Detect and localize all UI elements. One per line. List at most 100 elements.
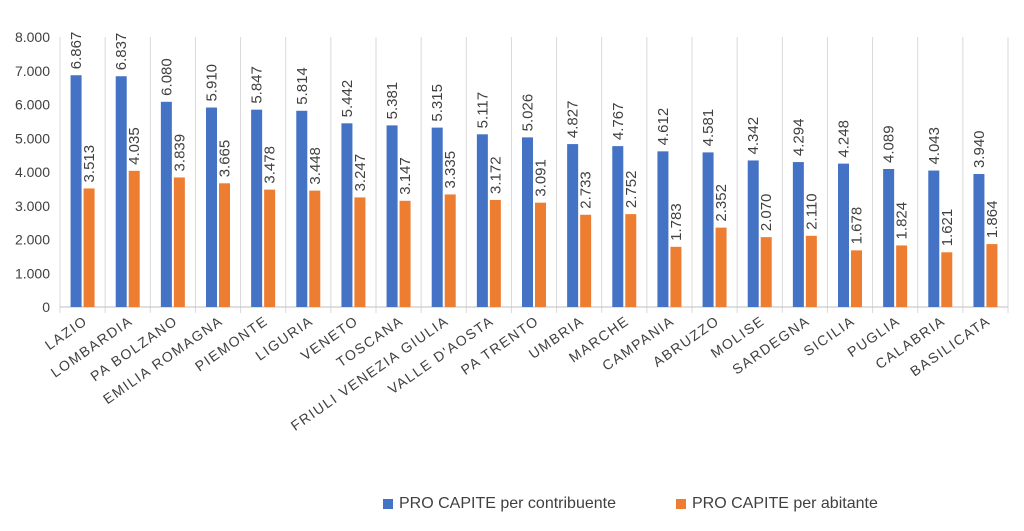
data-label-series-1: 4.612 <box>655 108 672 146</box>
data-label-series-1: 5.026 <box>520 94 537 132</box>
bar-series-1 <box>883 168 895 307</box>
y-tick-label: 7.000 <box>15 63 50 79</box>
data-label-series-1: 5.117 <box>474 92 491 128</box>
data-label-series-2: 1.678 <box>849 207 866 245</box>
bar-series-2 <box>625 214 637 307</box>
data-label-series-2: 3.172 <box>487 156 504 194</box>
data-label-series-1: 5.442 <box>339 80 356 118</box>
bar-series-1 <box>792 162 804 307</box>
y-tick-label: 4.000 <box>15 164 50 180</box>
bar-series-2 <box>941 252 953 307</box>
y-tick-label: 0 <box>42 299 50 315</box>
x-tick-label: PA TRENTO <box>458 312 542 377</box>
data-label-series-2: 1.864 <box>984 201 1001 239</box>
bar-series-2 <box>760 237 772 307</box>
legend-item-series-1: PRO CAPITE per contribuente <box>383 495 616 513</box>
bar-series-1 <box>657 151 669 307</box>
data-label-series-1: 5.315 <box>429 84 446 122</box>
data-label-series-1: 6.837 <box>113 33 130 71</box>
data-label-series-2: 2.070 <box>758 194 775 232</box>
data-label-series-1: 4.827 <box>565 101 582 139</box>
bar-series-1 <box>386 125 398 307</box>
legend-label-series-2: PRO CAPITE per abitante <box>691 495 878 512</box>
data-label-series-2: 1.783 <box>668 203 685 241</box>
data-label-series-2: 3.513 <box>81 145 98 183</box>
bar-series-1 <box>838 163 849 307</box>
legend-swatch-series-2 <box>675 499 686 509</box>
bar-series-2 <box>444 194 456 307</box>
legend-label-series-1: PRO CAPITE per contribuente <box>399 495 616 512</box>
data-label-series-1: 4.767 <box>610 103 627 141</box>
data-label-series-2: 4.035 <box>126 127 143 165</box>
bar-series-2 <box>83 188 95 307</box>
bar-series-1 <box>206 107 217 307</box>
bar-series-2 <box>851 250 862 307</box>
bar-series-2 <box>264 189 276 307</box>
x-tick-label: SARDEGNA <box>729 312 812 377</box>
data-label-series-2: 3.335 <box>442 151 459 189</box>
data-label-series-1: 3.940 <box>971 130 988 168</box>
bar-series-1 <box>296 110 308 307</box>
bar-series-2 <box>715 227 727 307</box>
data-label-series-2: 3.247 <box>352 154 369 192</box>
data-label-series-1: 5.847 <box>249 66 266 104</box>
data-label-series-1: 4.581 <box>700 109 717 147</box>
bar-series-1 <box>747 160 759 307</box>
legend-item-series-2: PRO CAPITE per abitante <box>675 495 878 513</box>
bar-series-2 <box>354 197 366 307</box>
bar-series-1 <box>115 76 127 307</box>
data-label-series-1: 6.867 <box>68 32 85 70</box>
data-label-series-1: 5.381 <box>384 82 401 120</box>
data-label-series-2: 2.733 <box>578 171 595 209</box>
bar-series-2 <box>173 177 185 307</box>
data-label-series-1: 4.248 <box>836 120 853 158</box>
chart-legend: PRO CAPITE per contribuente PRO CAPITE p… <box>383 495 878 513</box>
y-tick-label: 5.000 <box>15 130 50 146</box>
bar-series-1 <box>567 144 579 307</box>
data-label-series-1: 5.910 <box>204 64 221 102</box>
data-label-series-2: 3.448 <box>307 147 324 185</box>
data-label-series-1: 4.342 <box>745 117 762 155</box>
bar-series-1 <box>702 152 714 307</box>
data-label-series-2: 2.110 <box>803 193 820 229</box>
bar-series-1 <box>251 109 263 307</box>
data-label-series-2: 3.147 <box>397 157 414 195</box>
bar-series-2 <box>580 214 592 307</box>
bar-series-2 <box>399 200 411 307</box>
bar-series-1 <box>431 127 443 308</box>
bar-series-1 <box>70 75 82 308</box>
chart-canvas: 0 1.000 2.000 3.000 4.000 5.000 6.000 7.000 8.00… <box>15 29 1009 434</box>
data-label-series-2: 2.352 <box>713 184 730 222</box>
data-label-series-2: 3.665 <box>217 140 234 178</box>
x-tick-label: BASILICATA <box>907 312 993 379</box>
y-tick-label: 6.000 <box>15 97 50 113</box>
bar-series-1 <box>522 137 533 307</box>
bar-series-2 <box>535 202 546 307</box>
bar-series-2 <box>128 170 140 307</box>
data-label-series-1: 4.089 <box>881 125 898 163</box>
bar-series-2 <box>309 190 321 307</box>
bar-series-1 <box>341 123 353 308</box>
data-label-series-1: 5.814 <box>294 67 311 105</box>
y-tick-label: 1.000 <box>15 265 50 281</box>
data-label-series-2: 1.621 <box>939 209 956 247</box>
data-label-series-1: 6.080 <box>158 58 175 96</box>
y-tick-label: 2.000 <box>15 232 50 248</box>
bar-series-2 <box>489 199 501 307</box>
bar-series-2 <box>986 244 998 307</box>
bar-series-2 <box>805 235 817 307</box>
bar-series-1 <box>160 101 172 307</box>
legend-swatch-series-1 <box>383 499 393 509</box>
data-label-series-2: 3.839 <box>171 134 188 172</box>
bar-series-2 <box>896 245 908 307</box>
bar-series-2 <box>219 183 230 307</box>
bar-series-1 <box>476 134 488 307</box>
bar-series-2 <box>670 246 682 307</box>
data-label-series-2: 2.752 <box>623 171 640 209</box>
data-label-series-2: 1.824 <box>894 202 911 240</box>
data-label-series-2: 3.091 <box>533 159 550 197</box>
bar-series-1 <box>973 174 985 307</box>
data-label-series-1: 4.294 <box>790 119 807 157</box>
data-label-series-2: 3.478 <box>262 146 279 184</box>
